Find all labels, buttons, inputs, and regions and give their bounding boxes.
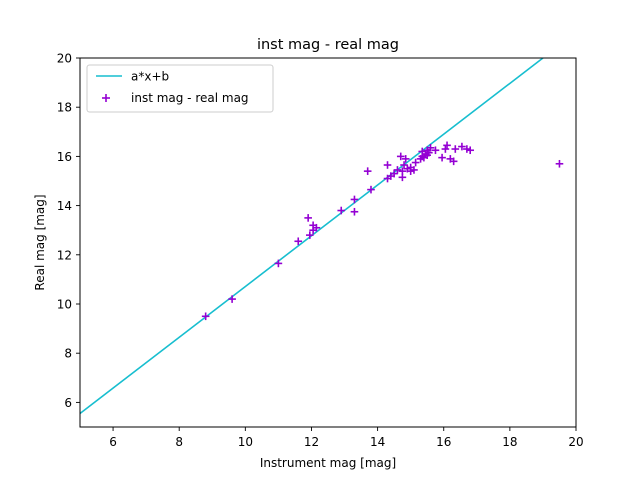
data-point <box>466 146 474 155</box>
x-tick-label: 12 <box>304 435 319 449</box>
data-point <box>410 166 418 174</box>
data-point <box>201 312 210 321</box>
y-tick-label: 8 <box>64 347 72 361</box>
y-tick-label: 10 <box>57 298 72 312</box>
y-tick-label: 14 <box>57 199 72 213</box>
y-tick-label: 20 <box>57 52 72 66</box>
data-point <box>449 157 458 166</box>
data-point <box>441 145 450 153</box>
x-tick-label: 14 <box>370 435 385 449</box>
data-point <box>411 158 420 167</box>
data-point <box>337 206 346 215</box>
data-point <box>443 141 451 150</box>
data-point <box>350 195 359 204</box>
legend-label-fit-line: a*x+b <box>131 70 169 84</box>
data-point <box>398 167 407 175</box>
x-axis-ticks: 6 8 10 12 14 16 18 20 <box>109 427 584 449</box>
data-point <box>393 166 402 174</box>
data-point <box>425 148 433 157</box>
data-point <box>274 259 283 268</box>
data-point <box>312 223 321 232</box>
data-point <box>367 185 375 194</box>
data-point <box>350 207 359 216</box>
x-tick-label: 16 <box>436 435 451 449</box>
data-point <box>304 214 312 222</box>
data-point <box>451 145 460 153</box>
x-axis-label: Instrument mag [mag] <box>260 456 396 470</box>
legend-label-scatter: inst mag - real mag <box>131 91 249 105</box>
data-point <box>555 159 564 168</box>
y-tick-label: 16 <box>57 150 72 164</box>
axes-frame <box>79 57 577 428</box>
x-tick-label: 10 <box>238 435 253 449</box>
y-tick-label: 6 <box>64 396 72 410</box>
data-point <box>458 142 466 151</box>
data-point <box>363 167 372 175</box>
legend-marker-swatch <box>102 94 110 102</box>
x-tick-label: 18 <box>502 435 517 449</box>
data-point <box>396 152 405 161</box>
data-point <box>401 155 410 163</box>
y-tick-label: 18 <box>57 101 72 115</box>
legend-plus-marker <box>102 94 110 102</box>
y-tick-label: 12 <box>57 248 72 262</box>
data-point <box>228 295 236 303</box>
x-tick-label: 6 <box>109 435 117 449</box>
legend: a*x+b inst mag - real mag <box>86 64 274 113</box>
y-axis-label: Real mag [mag] <box>33 194 47 290</box>
data-point <box>383 161 392 169</box>
x-tick-label: 8 <box>175 435 183 449</box>
data-point <box>426 143 435 152</box>
data-point <box>294 237 303 246</box>
chart-title: inst mag - real mag <box>257 37 399 53</box>
x-tick-label: 20 <box>568 435 583 449</box>
data-point <box>431 146 440 155</box>
plot-area <box>80 58 564 415</box>
data-point <box>438 153 446 162</box>
y-axis-ticks: 6 8 10 12 14 16 18 20 <box>57 52 80 410</box>
legend-box <box>86 64 274 113</box>
data-point <box>306 231 314 239</box>
